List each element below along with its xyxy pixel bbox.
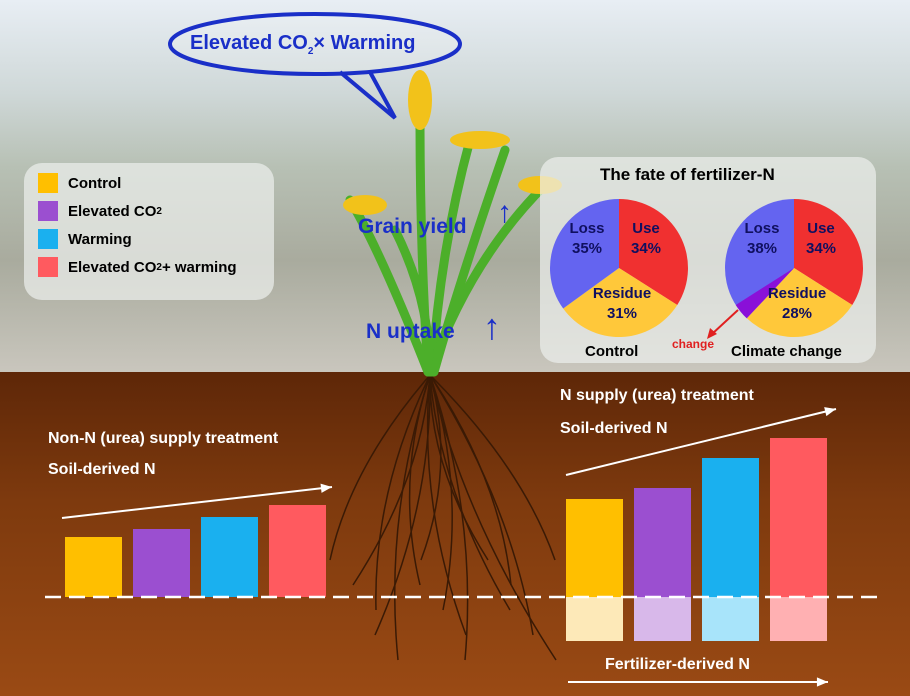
legend-label-suffix: + warming — [161, 258, 237, 276]
bar-non-n-soil — [269, 505, 326, 597]
bar-n-soil — [634, 488, 691, 597]
pie-label: Residue 31% — [593, 285, 651, 322]
fate-title: The fate of fertilizer-N — [600, 165, 775, 184]
pie-label-name: Loss — [569, 220, 604, 237]
pie-label-pct: 38% — [747, 240, 777, 257]
n-uptake-label: N uptake — [366, 320, 455, 343]
legend-swatch — [38, 257, 58, 277]
root — [429, 374, 489, 561]
bar-n-fertilizer — [634, 597, 691, 641]
root — [429, 374, 556, 561]
bar-n-fertilizer — [566, 597, 623, 641]
pie-label-control: Control — [585, 343, 639, 360]
root — [408, 374, 431, 586]
pie-label-pct: 34% — [806, 240, 836, 257]
root — [429, 374, 511, 611]
pie-label: Use 34% — [631, 220, 661, 257]
plant-leaf — [429, 145, 510, 377]
grain-yield-up-arrow-icon: ↑ — [497, 196, 512, 229]
legend-label: Elevated CO — [68, 258, 157, 276]
grain-panicle — [343, 195, 387, 215]
pie-label: Loss 35% — [569, 220, 604, 257]
pie-label: Use 34% — [806, 220, 836, 257]
pie-slice-use — [619, 199, 688, 305]
legend-subscript: 2 — [156, 205, 162, 217]
grain-panicle — [408, 70, 432, 130]
callout-text: Elevated CO2× Warming — [190, 32, 416, 57]
pie-label-pct: 34% — [631, 240, 661, 257]
pie-label: Loss 38% — [744, 220, 779, 257]
pie-label-pct: 31% — [607, 305, 637, 322]
trend-arrow-n-head — [824, 407, 836, 417]
grain-panicle — [450, 131, 510, 149]
legend-subscript: 2 — [156, 261, 162, 273]
pie-label-pct: 35% — [572, 240, 602, 257]
n-uptake-up-arrow-icon: ↑ — [483, 306, 501, 347]
n-supply-title: N supply (urea) treatment — [560, 387, 754, 404]
bar-n-fertilizer — [770, 597, 827, 641]
root — [374, 374, 431, 636]
plant-stem — [427, 135, 475, 377]
callout-tail — [338, 70, 397, 120]
root — [352, 374, 431, 586]
bar-n-soil — [566, 499, 623, 597]
fertilizer-derived-label: Fertilizer-derived N — [605, 656, 750, 673]
legend-swatch — [38, 173, 58, 193]
root — [429, 374, 469, 661]
pie-label-pct: 28% — [782, 305, 812, 322]
trend-arrow-fertilizer-head — [816, 677, 828, 687]
legend-item: Control — [38, 173, 121, 193]
bar-n-fertilizer — [702, 597, 759, 641]
pie-slice-loss — [550, 199, 619, 309]
pie-label-name: Use — [632, 220, 660, 237]
change-arrow-head — [707, 328, 717, 339]
bar-n-soil — [770, 438, 827, 597]
root — [329, 374, 431, 561]
root — [375, 374, 431, 611]
grain-yield-label: Grain yield — [358, 215, 467, 238]
trend-arrow-non-n — [61, 486, 333, 519]
bar-n-soil — [702, 458, 759, 597]
pie-slice-residue — [746, 268, 853, 337]
bar-non-n-soil — [65, 537, 122, 597]
pie-label-name: Residue — [593, 285, 651, 302]
legend-panel — [24, 163, 274, 300]
legend-swatch — [38, 229, 58, 249]
n-supply-soil-label: Soil-derived N — [560, 420, 668, 437]
legend-item: Elevated CO 2 — [38, 201, 162, 221]
pie-label: Residue 28% — [768, 285, 826, 322]
trend-arrow-n — [565, 408, 837, 476]
pie-slice-change — [735, 268, 794, 319]
change-label: change — [672, 337, 715, 351]
pie-slice-residue — [563, 268, 678, 337]
legend-swatch — [38, 201, 58, 221]
pie-label-name: Use — [807, 220, 835, 237]
legend-label: Warming — [68, 230, 132, 248]
legend-item: Elevated CO 2 + warming — [38, 257, 237, 277]
pie-label-name: Residue — [768, 285, 826, 302]
pie-slice-use — [794, 199, 863, 305]
root — [429, 374, 557, 661]
root — [426, 374, 467, 636]
change-arrow — [711, 309, 739, 335]
pie-label-name: Loss — [744, 220, 779, 237]
root — [429, 374, 534, 636]
pie-slice-loss — [725, 199, 794, 319]
trend-arrow-non-n-head — [320, 483, 332, 493]
non-n-title: Non-N (urea) supply treatment — [48, 430, 279, 447]
plant-leaf — [390, 225, 435, 377]
bar-non-n-soil — [201, 517, 258, 597]
bar-non-n-soil — [133, 529, 190, 597]
callout-bubble — [168, 12, 462, 76]
pie-label-climate-change: Climate change — [731, 343, 842, 360]
legend-item: Warming — [38, 229, 132, 249]
legend-label: Elevated CO — [68, 202, 157, 220]
non-n-soil-label: Soil-derived N — [48, 461, 156, 478]
legend-label: Control — [68, 174, 122, 192]
